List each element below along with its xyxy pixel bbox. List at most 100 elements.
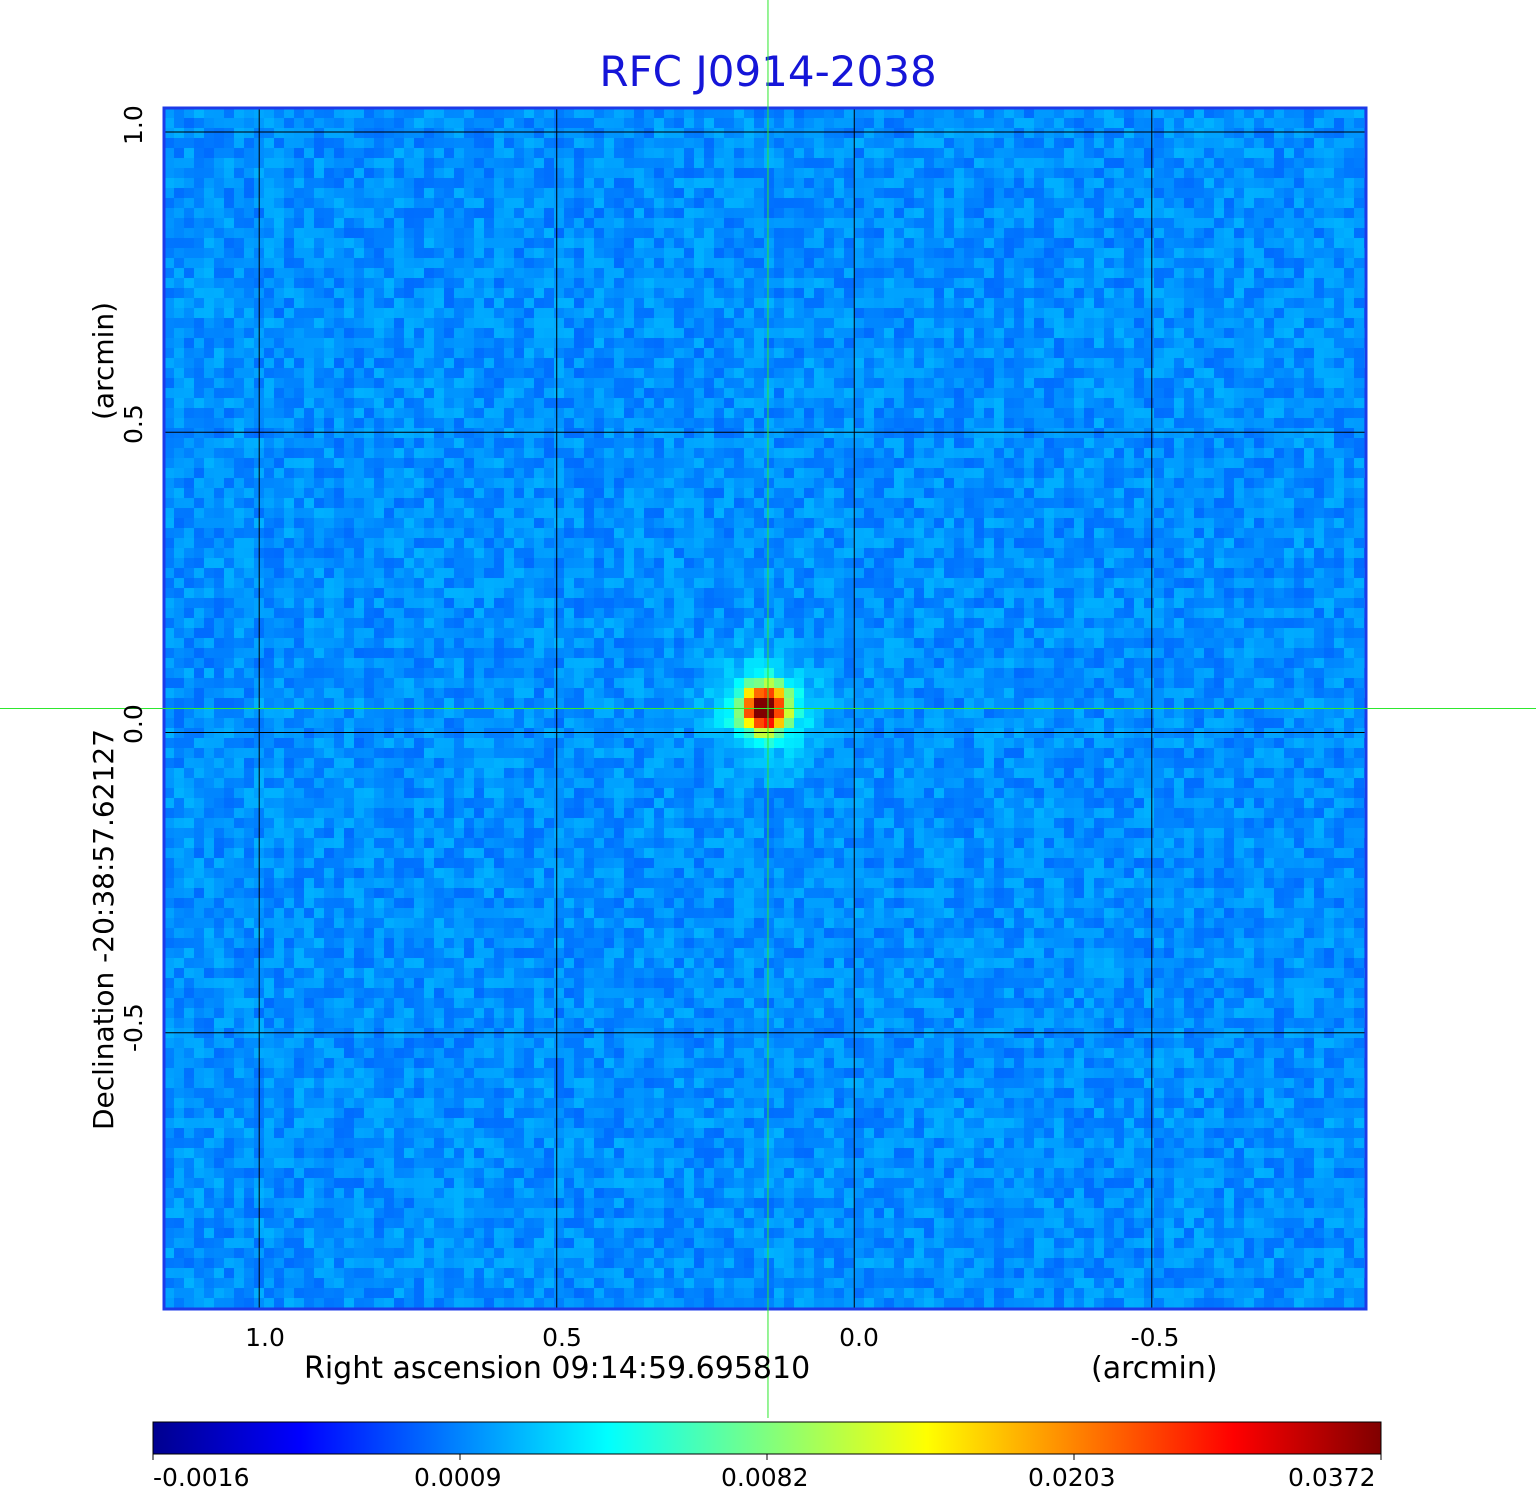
heatmap-cell <box>1054 418 1064 428</box>
heatmap-cell <box>664 358 674 368</box>
heatmap-cell <box>544 388 554 398</box>
heatmap-cell <box>914 508 924 518</box>
heatmap-cell <box>874 458 884 468</box>
heatmap-cell <box>774 418 784 428</box>
heatmap-cell <box>574 498 584 508</box>
heatmap-cell <box>1214 428 1224 438</box>
heatmap-cell <box>224 158 234 168</box>
heatmap-cell <box>424 408 434 418</box>
heatmap-cell <box>544 118 554 128</box>
heatmap-cell <box>764 358 774 368</box>
heatmap-cell <box>1164 448 1174 458</box>
heatmap-cell <box>614 198 624 208</box>
heatmap-cell <box>454 368 464 378</box>
heatmap-cell <box>1244 378 1254 388</box>
heatmap-cell <box>844 408 854 418</box>
heatmap-cell <box>544 488 554 498</box>
heatmap-cell <box>1034 288 1044 298</box>
heatmap-cell <box>734 228 744 238</box>
heatmap-cell <box>954 338 964 348</box>
heatmap-cell <box>964 458 974 468</box>
heatmap-cell <box>1184 348 1194 358</box>
heatmap-cell <box>674 128 684 138</box>
heatmap-cell <box>924 108 934 118</box>
heatmap-cell <box>1284 378 1294 388</box>
heatmap-cell <box>1174 208 1184 218</box>
heatmap-cell <box>994 178 1004 188</box>
heatmap-cell <box>1074 508 1084 518</box>
heatmap-cell <box>244 198 254 208</box>
heatmap-cell <box>224 498 234 508</box>
heatmap-cell <box>244 148 254 158</box>
heatmap-cell <box>604 168 614 178</box>
heatmap-cell <box>754 138 764 148</box>
heatmap-cell <box>1334 188 1344 198</box>
heatmap-cell <box>954 158 964 168</box>
heatmap-cell <box>894 128 904 138</box>
heatmap-cell <box>304 518 314 528</box>
heatmap-cell <box>994 358 1004 368</box>
heatmap-cell <box>334 398 344 408</box>
heatmap-cell <box>844 368 854 378</box>
heatmap-cell <box>1314 228 1324 238</box>
heatmap-cell <box>304 228 314 238</box>
heatmap-cell <box>524 218 534 228</box>
heatmap-cell <box>524 118 534 128</box>
heatmap-cell <box>274 498 284 508</box>
heatmap-cell <box>304 318 314 328</box>
heatmap-cell <box>404 138 414 148</box>
heatmap-cell <box>264 268 274 278</box>
heatmap-cell <box>1194 428 1204 438</box>
heatmap-cell <box>1194 338 1204 348</box>
heatmap-cell <box>394 288 404 298</box>
heatmap-cell <box>624 268 634 278</box>
heatmap-cell <box>1004 438 1014 448</box>
heatmap-cell <box>384 298 394 308</box>
heatmap-cell <box>474 188 484 198</box>
heatmap-cell <box>644 428 654 438</box>
heatmap-cell <box>744 118 754 128</box>
heatmap-cell <box>1354 488 1364 498</box>
heatmap-cell <box>894 368 904 378</box>
heatmap-cell <box>1174 178 1184 188</box>
heatmap-cell <box>694 288 704 298</box>
heatmap-cell <box>294 388 304 398</box>
heatmap-cell <box>314 358 324 368</box>
heatmap-cell <box>1274 458 1284 468</box>
heatmap-cell <box>164 358 174 368</box>
heatmap-cell <box>844 258 854 268</box>
heatmap-cell <box>1264 378 1274 388</box>
heatmap-cell <box>274 268 284 278</box>
heatmap-cell <box>584 478 594 488</box>
heatmap-cell <box>874 368 884 378</box>
heatmap-cell <box>384 168 394 178</box>
heatmap-cell <box>944 268 954 278</box>
heatmap-cell <box>724 348 734 358</box>
heatmap-cell <box>204 498 214 508</box>
heatmap-cell <box>634 298 644 308</box>
heatmap-cell <box>624 448 634 458</box>
heatmap-cell <box>494 128 504 138</box>
heatmap-cell <box>1054 288 1064 298</box>
heatmap-cell <box>1104 328 1114 338</box>
heatmap-cell <box>294 508 304 518</box>
heatmap-cell <box>1124 118 1134 128</box>
heatmap-cell <box>684 498 694 508</box>
heatmap-cell <box>914 368 924 378</box>
heatmap-cell <box>444 218 454 228</box>
heatmap-cell <box>314 468 324 478</box>
heatmap-cell <box>1174 378 1184 388</box>
heatmap-cell <box>304 268 314 278</box>
heatmap-cell <box>1034 388 1044 398</box>
heatmap-cell <box>394 158 404 168</box>
heatmap-cell <box>684 378 694 388</box>
heatmap-cell <box>324 118 334 128</box>
heatmap-cell <box>1074 208 1084 218</box>
heatmap-cell <box>194 408 204 418</box>
heatmap-cell <box>1034 408 1044 418</box>
heatmap-cell <box>654 388 664 398</box>
heatmap-cell <box>794 118 804 128</box>
heatmap-cell <box>1204 418 1214 428</box>
heatmap-cell <box>534 248 544 258</box>
heatmap-cell <box>204 238 214 248</box>
